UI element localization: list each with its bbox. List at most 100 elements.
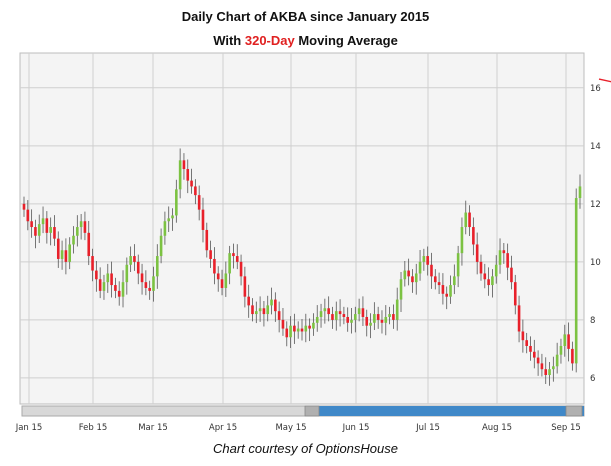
candle-down <box>567 334 570 349</box>
candle-down <box>140 273 144 283</box>
candle-down <box>376 314 380 320</box>
candle-down <box>117 290 121 297</box>
candle-up <box>155 256 159 277</box>
candle-up <box>563 334 567 346</box>
candle-up <box>334 311 338 320</box>
candle-down <box>262 308 266 315</box>
x-tick-label: Jan 15 <box>15 423 43 433</box>
x-tick-label: Apr 15 <box>209 423 237 433</box>
candle-down <box>95 270 98 280</box>
candle-down <box>479 261 483 274</box>
candle-up <box>548 369 551 375</box>
candle-down <box>243 276 247 297</box>
x-tick-label: May 15 <box>275 423 306 433</box>
candle-down <box>87 232 91 257</box>
title-line2-post: Moving Average <box>294 33 398 48</box>
candle-up <box>453 276 456 286</box>
candle-down <box>285 328 289 338</box>
candle-down <box>64 250 68 262</box>
candle-down <box>521 331 525 341</box>
candle-down <box>182 160 186 170</box>
y-tick-label: 16 <box>590 84 601 94</box>
x-tick-label: Jul 15 <box>415 423 440 433</box>
candle-up <box>315 316 319 323</box>
candle-up <box>350 319 353 323</box>
candle-down <box>533 351 536 358</box>
candle-up <box>159 235 163 257</box>
candle-up <box>49 227 52 233</box>
candle-down <box>365 316 369 326</box>
candle-up <box>323 308 327 312</box>
y-tick-label: 12 <box>590 200 601 210</box>
candle-down <box>26 209 30 222</box>
candle-up <box>354 314 357 320</box>
candle-up <box>552 366 555 370</box>
chart-title-line-1: Daily Chart of AKBA since January 2015 <box>181 9 430 24</box>
y-tick-label: 14 <box>590 142 601 152</box>
candle-down <box>114 285 117 291</box>
candle-down <box>22 203 26 210</box>
candle-down <box>274 299 277 312</box>
candle-down <box>483 273 487 280</box>
candle-down <box>232 253 235 257</box>
candle-up <box>388 314 391 317</box>
candle-up <box>106 273 110 283</box>
candle-down <box>536 357 540 364</box>
candle-down <box>45 218 49 233</box>
candle-down <box>247 296 250 306</box>
candle-down <box>445 293 449 297</box>
candle-down <box>540 363 544 370</box>
candle-up <box>304 325 308 332</box>
candle-down <box>571 348 574 364</box>
candle-up <box>79 221 83 228</box>
candle-down <box>517 305 521 332</box>
candle-up <box>373 314 376 323</box>
candle-down <box>510 267 513 283</box>
candle-up <box>228 253 231 274</box>
y-tick-label: 10 <box>590 258 601 268</box>
candle-up <box>494 264 498 277</box>
candle-up <box>418 261 422 274</box>
candle-up <box>289 325 292 338</box>
candle-up <box>559 345 563 355</box>
candle-down <box>506 253 509 268</box>
scrollbar-left-handle[interactable] <box>304 405 320 417</box>
y-tick-label: 6 <box>590 374 595 384</box>
candle-up <box>319 311 323 317</box>
candle-down <box>327 308 330 315</box>
candle-down <box>411 276 414 283</box>
candle-up <box>167 218 171 222</box>
candle-up <box>399 279 403 300</box>
candle-up <box>384 316 388 323</box>
x-tick-label: Aug 15 <box>482 423 512 433</box>
candle-down <box>513 282 517 306</box>
scrollbar-right-handle[interactable] <box>565 405 583 417</box>
candle-down <box>91 256 94 271</box>
candle-up <box>270 299 273 306</box>
candle-down <box>525 340 528 346</box>
candle-up <box>125 264 129 283</box>
candle-down <box>342 314 346 317</box>
candle-down <box>53 227 56 239</box>
candle-down <box>213 258 216 274</box>
candle-up <box>574 198 578 364</box>
candle-down <box>30 221 33 228</box>
candle-down <box>83 221 87 233</box>
candle-up <box>266 305 270 315</box>
scrollbar-thumb[interactable] <box>309 406 584 416</box>
candle-up <box>357 308 361 315</box>
candle-up <box>422 256 426 262</box>
candle-down <box>186 169 190 181</box>
candle-down <box>426 256 429 265</box>
candle-up <box>491 276 494 286</box>
candle-down <box>110 273 113 286</box>
title-line2-pre: With <box>213 33 245 48</box>
candle-up <box>68 244 71 262</box>
candle-down <box>34 227 37 236</box>
candle-down <box>239 261 243 277</box>
candle-down <box>392 314 395 320</box>
candle-up <box>578 186 582 199</box>
candle-up <box>449 285 452 297</box>
candle-up <box>460 227 464 254</box>
